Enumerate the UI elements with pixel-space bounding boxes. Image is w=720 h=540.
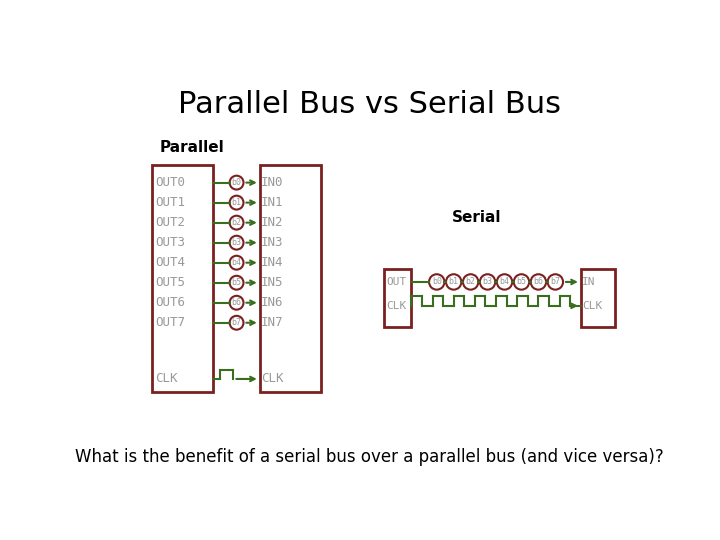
Text: IN: IN bbox=[582, 277, 595, 287]
Text: Parallel Bus vs Serial Bus: Parallel Bus vs Serial Bus bbox=[178, 90, 560, 119]
Text: IN4: IN4 bbox=[261, 256, 284, 269]
Bar bbox=[260, 165, 321, 392]
Bar bbox=[581, 269, 616, 327]
Text: OUT6: OUT6 bbox=[155, 296, 185, 309]
Bar bbox=[152, 165, 213, 392]
Text: IN3: IN3 bbox=[261, 236, 284, 249]
Text: b7: b7 bbox=[550, 278, 560, 286]
Text: b4: b4 bbox=[232, 258, 242, 267]
Text: OUT3: OUT3 bbox=[155, 236, 185, 249]
Text: CLK: CLK bbox=[261, 373, 284, 386]
Text: IN6: IN6 bbox=[261, 296, 284, 309]
Text: b0: b0 bbox=[232, 178, 242, 187]
Text: IN1: IN1 bbox=[261, 196, 284, 209]
Text: b6: b6 bbox=[232, 298, 242, 307]
Text: b5: b5 bbox=[232, 278, 242, 287]
Text: OUT4: OUT4 bbox=[155, 256, 185, 269]
Text: OUT: OUT bbox=[386, 277, 406, 287]
Text: b2: b2 bbox=[466, 278, 476, 286]
Text: IN7: IN7 bbox=[261, 316, 284, 329]
Text: Serial: Serial bbox=[452, 210, 502, 225]
Text: CLK: CLK bbox=[155, 373, 177, 386]
Text: OUT1: OUT1 bbox=[155, 196, 185, 209]
Text: OUT5: OUT5 bbox=[155, 276, 185, 289]
Text: OUT2: OUT2 bbox=[155, 216, 185, 229]
Text: What is the benefit of a serial bus over a parallel bus (and vice versa)?: What is the benefit of a serial bus over… bbox=[75, 449, 663, 467]
Text: b2: b2 bbox=[232, 218, 242, 227]
Text: b5: b5 bbox=[516, 278, 526, 286]
Text: b3: b3 bbox=[232, 238, 242, 247]
Text: b7: b7 bbox=[232, 318, 242, 327]
Text: b1: b1 bbox=[449, 278, 459, 286]
Bar bbox=[384, 269, 411, 327]
Text: IN0: IN0 bbox=[261, 176, 284, 189]
Text: b4: b4 bbox=[500, 278, 510, 286]
Text: b6: b6 bbox=[534, 278, 544, 286]
Text: IN2: IN2 bbox=[261, 216, 284, 229]
Text: IN5: IN5 bbox=[261, 276, 284, 289]
Text: b3: b3 bbox=[482, 278, 492, 286]
Text: b1: b1 bbox=[232, 198, 242, 207]
Text: OUT0: OUT0 bbox=[155, 176, 185, 189]
Text: Parallel: Parallel bbox=[160, 140, 225, 156]
Text: b0: b0 bbox=[432, 278, 442, 286]
Text: OUT7: OUT7 bbox=[155, 316, 185, 329]
Text: CLK: CLK bbox=[386, 301, 406, 311]
Text: CLK: CLK bbox=[582, 301, 603, 311]
